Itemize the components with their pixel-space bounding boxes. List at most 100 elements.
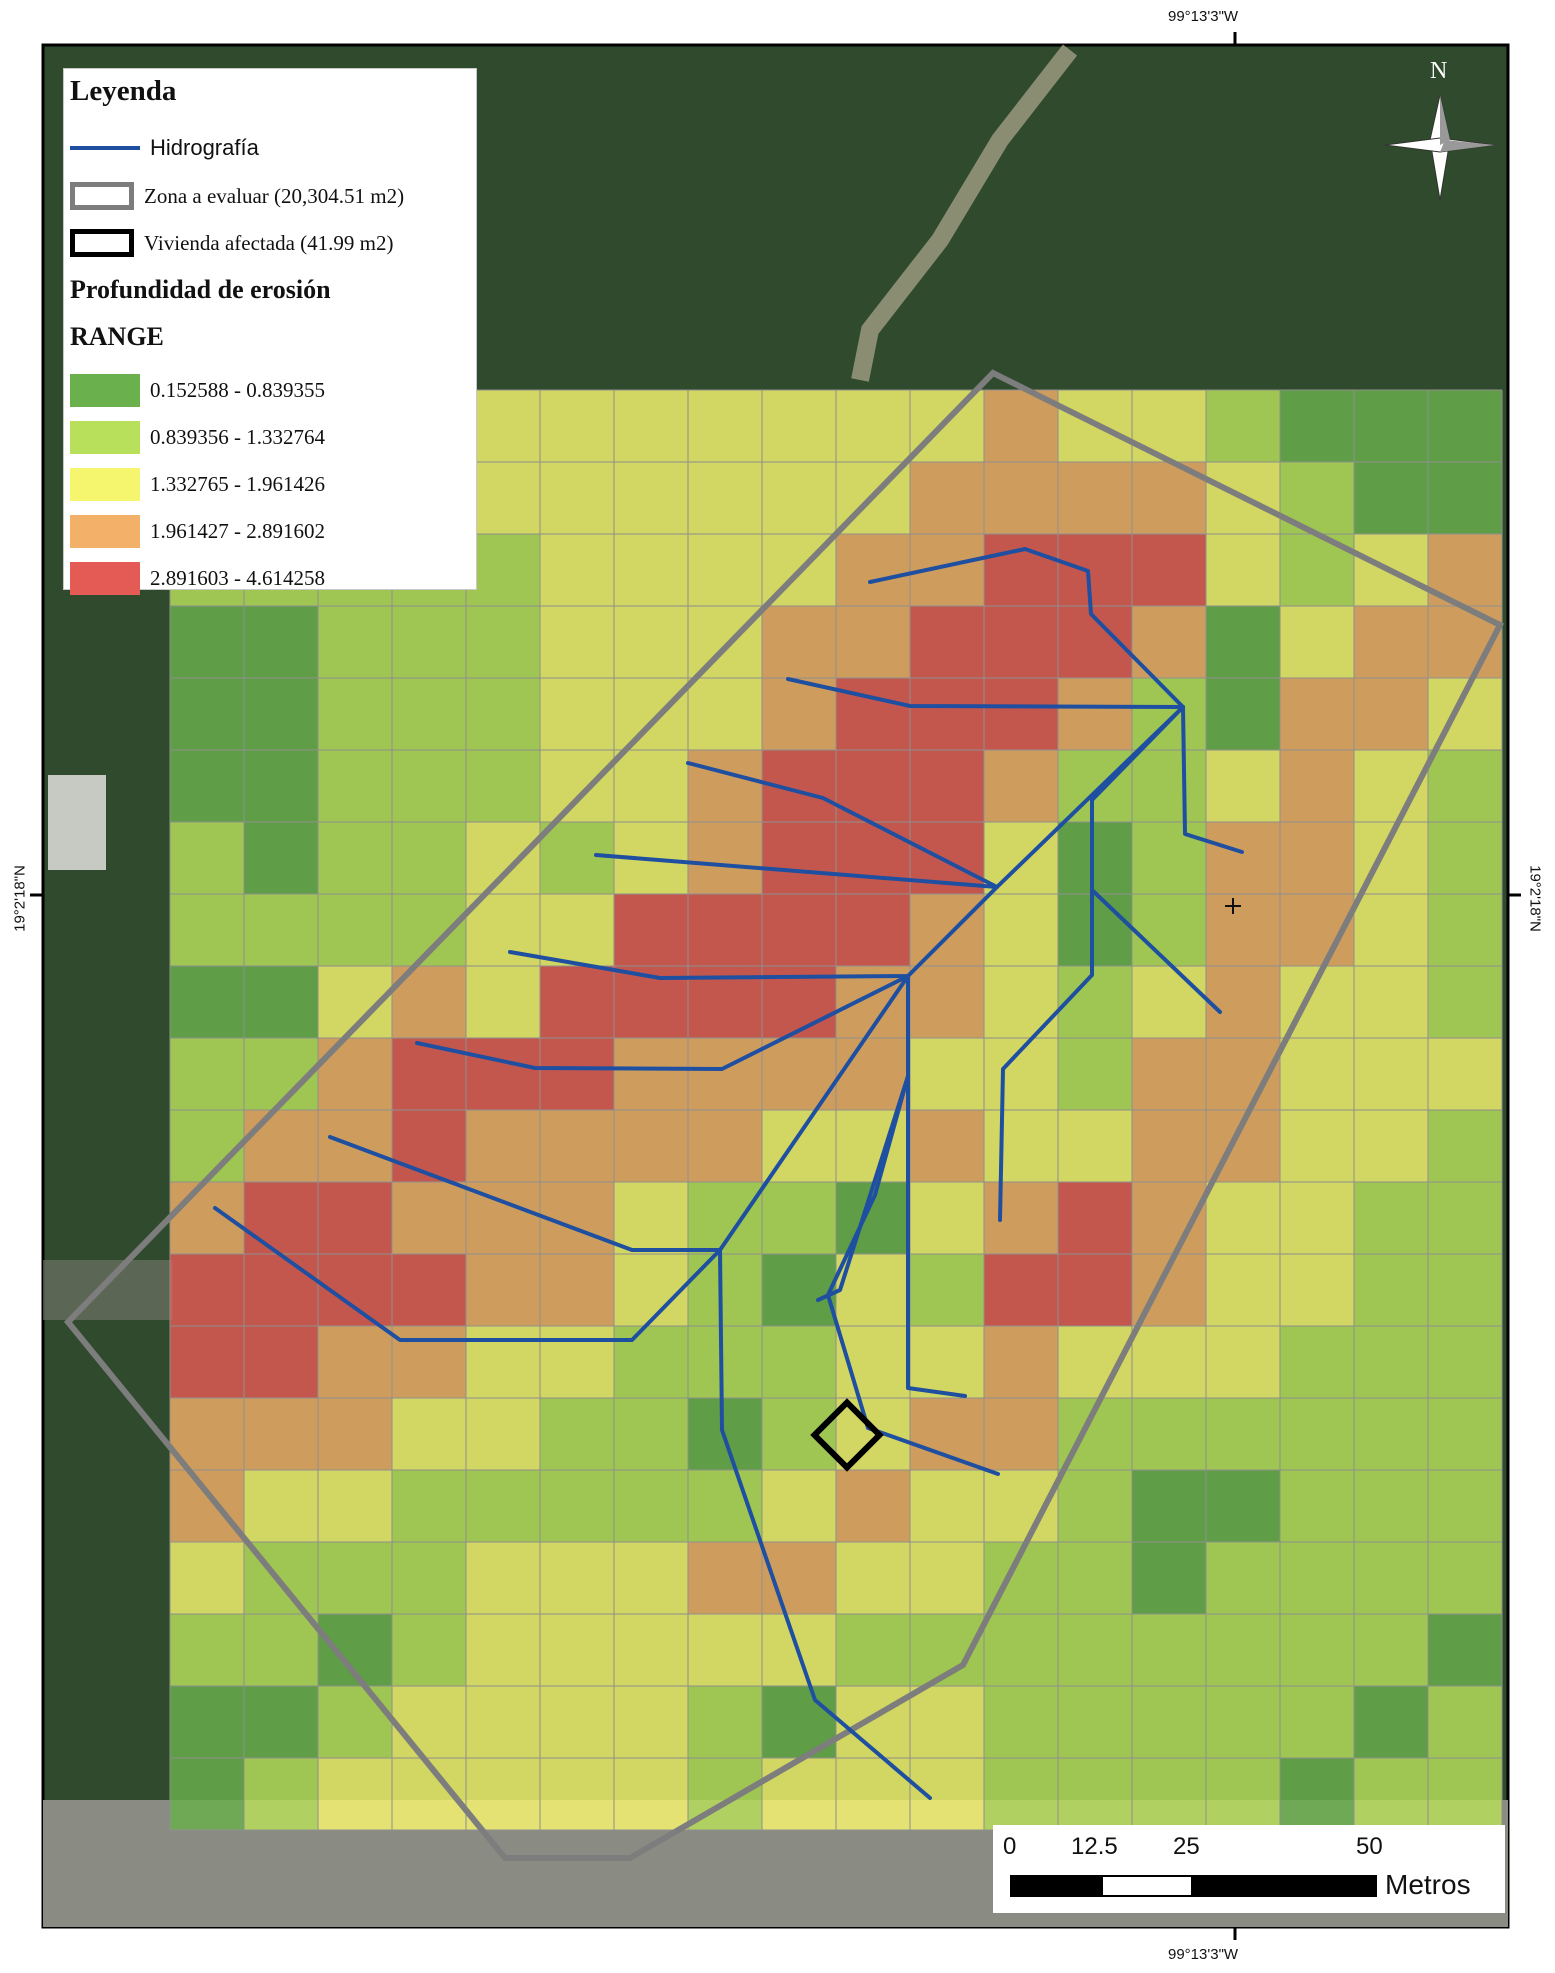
grid-cell [1132, 894, 1206, 966]
grid-cell [1280, 1326, 1354, 1398]
grid-cell [170, 750, 244, 822]
grid-cell [688, 678, 762, 750]
grid-cell [540, 1542, 614, 1614]
grid-cell [910, 1758, 984, 1830]
grid-cell [244, 750, 318, 822]
grid-cell [466, 1542, 540, 1614]
grid-cell [910, 1254, 984, 1326]
grid-cell [1280, 822, 1354, 894]
grid-cell [1428, 750, 1502, 822]
grid-cell [614, 1542, 688, 1614]
grid-cell [1354, 1614, 1428, 1686]
grid-cell [244, 1110, 318, 1182]
house-outline-symbol [70, 229, 134, 257]
grid-cell [1280, 1254, 1354, 1326]
grid-lines [169, 389, 1503, 1831]
grid-cell [466, 678, 540, 750]
grid-cell [688, 1038, 762, 1110]
stream-segment [906, 974, 967, 1398]
grid-cell [170, 1254, 244, 1326]
grid-cell [1206, 1614, 1280, 1686]
grid-cell [688, 894, 762, 966]
grid-cell [1354, 1110, 1428, 1182]
grid-cell [466, 966, 540, 1038]
grid-cell [984, 966, 1058, 1038]
grid-cell [614, 534, 688, 606]
grid-cell [910, 1686, 984, 1758]
hydrography-line-symbol [70, 146, 140, 150]
grid-cell [1354, 390, 1428, 462]
grid-cell [392, 822, 466, 894]
grid-cell [170, 822, 244, 894]
grid-cell [318, 678, 392, 750]
scale-segment [1191, 1875, 1377, 1897]
grid-cell [1206, 1182, 1280, 1254]
legend-range-item: 1.332765 - 1.961426 [70, 463, 325, 505]
grid-cell [1132, 1542, 1206, 1614]
grid-cell [1280, 390, 1354, 462]
grid-cell [614, 462, 688, 534]
stream-segment [328, 974, 910, 1252]
grid-cell [1354, 1326, 1428, 1398]
grid-cell [466, 1254, 540, 1326]
grid-cell [1428, 1110, 1502, 1182]
legend-label: Vivienda afectada (41.99 m2) [144, 230, 394, 255]
grid-cell [1206, 606, 1280, 678]
grid-cell [1132, 822, 1206, 894]
dirt-road [851, 44, 1078, 382]
grid-cell [984, 606, 1058, 678]
grid-cell [1428, 1542, 1502, 1614]
grid-cell [1280, 1686, 1354, 1758]
grid-cell [392, 1398, 466, 1470]
legend-range-item: 0.839356 - 1.332764 [70, 416, 325, 458]
grid-cell [1206, 894, 1280, 966]
grid-cell [244, 1686, 318, 1758]
scale-segment [1101, 1875, 1193, 1897]
grid-cell [318, 1686, 392, 1758]
grid-cell [1280, 1398, 1354, 1470]
grid-cell [1428, 966, 1502, 1038]
grid-cell [318, 1542, 392, 1614]
grid-cell [392, 1326, 466, 1398]
grid-cell [1280, 1614, 1354, 1686]
grid-cell [1058, 1614, 1132, 1686]
grid-cell [614, 390, 688, 462]
grid-cell [984, 822, 1058, 894]
grid-cell [244, 1398, 318, 1470]
grid-cell [1428, 1686, 1502, 1758]
grid-cell [244, 1758, 318, 1830]
grid-cell [1280, 1470, 1354, 1542]
grid-cell [540, 1038, 614, 1110]
grid-cell [1428, 894, 1502, 966]
legend: Leyenda Hidrografía Zona a evaluar (20,3… [63, 68, 477, 595]
grid-cell [392, 1614, 466, 1686]
grid-cell [318, 1326, 392, 1398]
legend-label: Zona a evaluar (20,304.51 m2) [144, 183, 405, 208]
grid-cell [540, 966, 614, 1038]
north-label: N [1430, 58, 1448, 84]
grid-cell [836, 390, 910, 462]
grid-cell [244, 678, 318, 750]
zone-outline-symbol [70, 182, 134, 210]
grid-cell [1280, 750, 1354, 822]
grid-cell [910, 1182, 984, 1254]
grid-cell [466, 390, 540, 462]
grid-cell [1132, 1038, 1206, 1110]
stream-segment [213, 1206, 722, 1342]
latitude-label-right: 19°2'18"N [1526, 865, 1544, 932]
grid-cell [466, 462, 540, 534]
grid-cell [170, 1470, 244, 1542]
grid-cell [244, 1326, 318, 1398]
grid-cell [1206, 1470, 1280, 1542]
grid-cell [1206, 1326, 1280, 1398]
grid-cell [614, 894, 688, 966]
grid-cell [614, 1326, 688, 1398]
legend-swatch [70, 420, 140, 454]
grid-cell [1058, 894, 1132, 966]
legend-range-label: 1.332765 - 1.961426 [150, 471, 325, 496]
hydrography-network [213, 547, 1244, 1800]
grid-cell [244, 966, 318, 1038]
grid-cell [762, 1254, 836, 1326]
grid-cell [984, 1614, 1058, 1686]
grid-cell [1428, 1326, 1502, 1398]
